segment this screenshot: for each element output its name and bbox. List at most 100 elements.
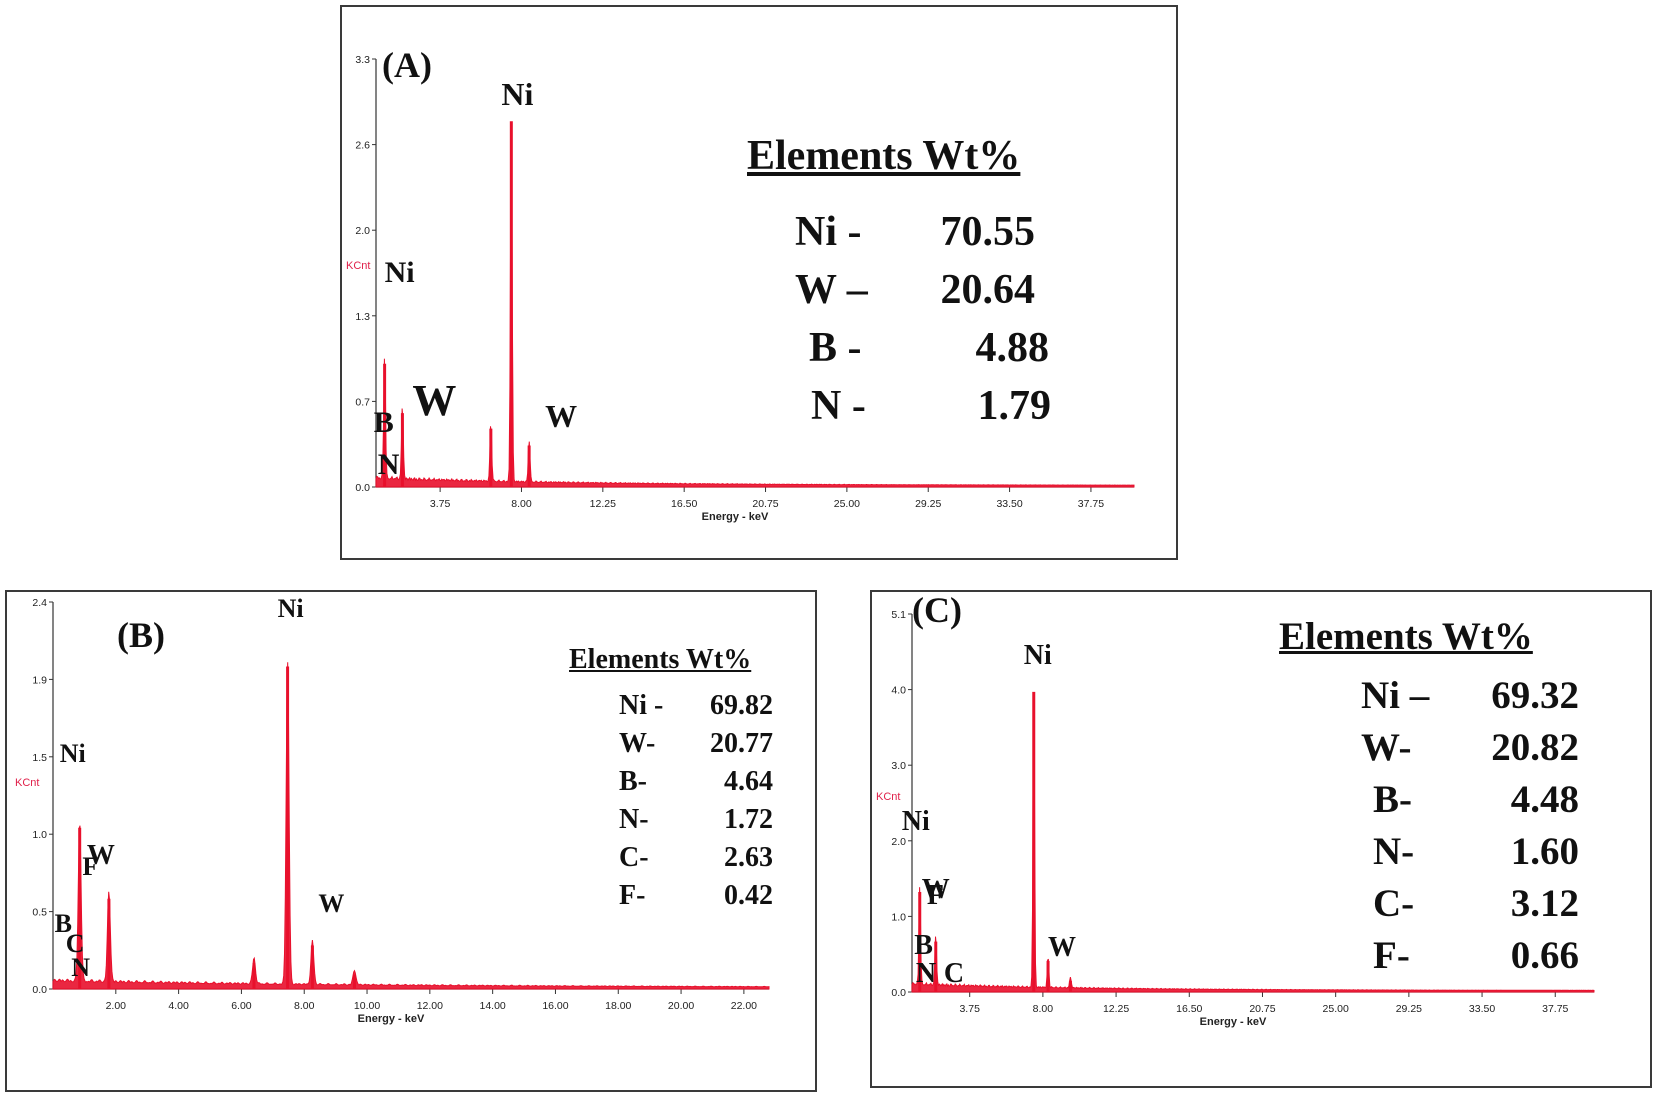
y-tick-label: 2.0 xyxy=(891,836,906,848)
composition-title: Elements Wt% xyxy=(747,133,1021,179)
x-tick-label: 25.00 xyxy=(1323,1003,1349,1015)
eds-spectrum-b: 0.0 0.5 1.0 1.5 1.9 2.4 2.00 4.00 6.00 8.00 10.00 1… xyxy=(15,594,770,1025)
element-name: B- xyxy=(1373,778,1412,821)
x-tick-label: 12.25 xyxy=(590,498,616,510)
element-name: F- xyxy=(619,880,646,911)
y-tick-label: 0.0 xyxy=(32,984,47,996)
element-name: C- xyxy=(1373,882,1415,925)
peak-label: Ni xyxy=(385,256,415,289)
element-weight: 4.48 xyxy=(1510,778,1579,821)
x-tick-label: 20.00 xyxy=(668,1000,694,1012)
element-name: Ni - xyxy=(619,690,664,721)
peak-label: W xyxy=(1048,932,1076,963)
composition-table-a: Elements Wt% Ni -70.55 W –20.64 B -4.88 … xyxy=(747,132,1051,440)
x-tick-label: 14.00 xyxy=(480,1000,506,1012)
element-weight: 3.12 xyxy=(1510,882,1579,925)
element-name: F- xyxy=(1373,934,1410,977)
composition-row: W- 20.82 xyxy=(1361,725,1579,777)
x-tick-label: 20.75 xyxy=(752,498,778,510)
element-name: N- xyxy=(619,804,649,835)
eds-panel-a: 0.0 0.7 1.3 2.0 2.6 3.3 3.75 8.00 12.25 16.50 20.7… xyxy=(340,5,1178,560)
x-tick-label: 37.75 xyxy=(1078,498,1104,510)
x-tick-label: 29.25 xyxy=(915,498,941,510)
x-tick-label: 33.50 xyxy=(996,498,1022,510)
y-tick-label: 2.4 xyxy=(32,597,47,609)
composition-row: W- 20.77 xyxy=(619,728,773,766)
x-tick-label: 25.00 xyxy=(834,498,860,510)
element-weight: 69.82 xyxy=(710,690,773,721)
spectrum-area xyxy=(911,700,1595,993)
element-weight: 1.72 xyxy=(724,804,773,835)
eds-spectrum-c: 0.0 1.0 2.0 3.0 4.0 5.1 3.75 8.00 12.25 16.50 20.7… xyxy=(876,590,1595,1028)
x-axis-label: Energy - keV xyxy=(358,1013,425,1025)
element-weight: 20.82 xyxy=(1491,726,1579,769)
y-axis-label: KCnt xyxy=(346,260,370,272)
peak-label: N xyxy=(71,953,90,982)
y-tick-label: 3.0 xyxy=(891,760,906,772)
element-weight: 70.55 xyxy=(940,209,1036,255)
element-name: B- xyxy=(619,766,647,797)
x-tick-label: 18.00 xyxy=(605,1000,631,1012)
composition-row: B- 4.64 xyxy=(619,766,773,804)
composition-title: Elements Wt% xyxy=(1279,615,1533,658)
x-tick-label: 16.00 xyxy=(542,1000,568,1012)
panel-title: (B) xyxy=(117,615,165,655)
y-axis-label: KCnt xyxy=(15,777,39,789)
peak-label: Ni xyxy=(501,76,533,112)
x-tick-label: 8.00 xyxy=(511,498,532,510)
composition-row: C- 3.12 xyxy=(1373,881,1579,933)
peak-label: Ni xyxy=(1024,640,1052,671)
x-tick-label: 3.75 xyxy=(430,498,451,510)
composition-row: W – 20.64 xyxy=(795,266,1051,324)
y-tick-label: 0.7 xyxy=(355,396,370,408)
element-name: N - xyxy=(811,383,866,429)
composition-row: C- 2.63 xyxy=(619,842,773,880)
eds-panel-b: 0.0 0.5 1.0 1.5 1.9 2.4 2.00 4.00 6.00 8.00 10.00 1… xyxy=(5,590,817,1092)
panel-title: (A) xyxy=(382,45,432,85)
element-weight: 69.32 xyxy=(1491,674,1579,717)
element-weight: 4.88 xyxy=(975,325,1050,371)
composition-table-b: Elements Wt% Ni - 69.82 W- 20.77 B- 4.64 N-… xyxy=(569,644,773,918)
x-tick-label: 16.50 xyxy=(1176,1003,1202,1015)
peak-label: C xyxy=(944,958,964,989)
composition-row: F- 0.66 xyxy=(1373,933,1579,985)
composition-row: Ni - 70.55 xyxy=(795,208,1051,266)
y-tick-label: 1.9 xyxy=(32,674,47,686)
x-axis-label: Energy - keV xyxy=(1200,1016,1267,1028)
x-tick-label: 3.75 xyxy=(959,1003,980,1015)
x-tick-label: 8.00 xyxy=(1033,1003,1054,1015)
eds-spectrum-a: 0.0 0.7 1.3 2.0 2.6 3.3 3.75 8.00 12.25 16.50 20.7… xyxy=(346,45,1135,523)
y-tick-label: 1.5 xyxy=(32,752,47,764)
composition-row: Ni – 69.32 xyxy=(1361,673,1579,725)
spectrum-area xyxy=(52,662,770,990)
peak-label: N xyxy=(378,448,400,481)
x-tick-label: 8.00 xyxy=(294,1000,315,1012)
y-tick-label: 2.0 xyxy=(355,225,370,237)
x-tick-label: 2.00 xyxy=(106,1000,127,1012)
composition-row: B - 4.88 xyxy=(809,324,1051,382)
element-name: Ni – xyxy=(1361,674,1430,717)
y-tick-label: 2.6 xyxy=(355,140,370,152)
x-tick-label: 12.00 xyxy=(417,1000,443,1012)
spectrum-area xyxy=(375,132,1135,488)
y-tick-label: 1.0 xyxy=(32,829,47,841)
peak-label: B xyxy=(55,909,72,938)
peak-label: C xyxy=(66,929,85,958)
x-tick-label: 10.00 xyxy=(354,1000,380,1012)
element-name: W- xyxy=(1361,726,1412,769)
eds-panel-c: 0.0 1.0 2.0 3.0 4.0 5.1 3.75 8.00 12.25 16.50 20.7… xyxy=(870,590,1652,1088)
element-weight: 20.64 xyxy=(940,267,1036,313)
y-tick-label: 1.0 xyxy=(891,911,906,923)
element-name: B - xyxy=(809,325,862,371)
element-name: Ni - xyxy=(795,209,862,255)
peak-label: B xyxy=(914,930,933,961)
composition-row: N- 1.60 xyxy=(1373,829,1579,881)
composition-row: F- 0.42 xyxy=(619,880,773,918)
y-tick-label: 4.0 xyxy=(891,685,906,697)
y-tick-label: 0.0 xyxy=(355,482,370,494)
element-weight: 2.63 xyxy=(724,842,773,873)
x-tick-label: 6.00 xyxy=(231,1000,252,1012)
x-tick-label: 29.25 xyxy=(1396,1003,1422,1015)
element-weight: 1.79 xyxy=(977,383,1052,429)
peak-label: W xyxy=(87,840,115,871)
